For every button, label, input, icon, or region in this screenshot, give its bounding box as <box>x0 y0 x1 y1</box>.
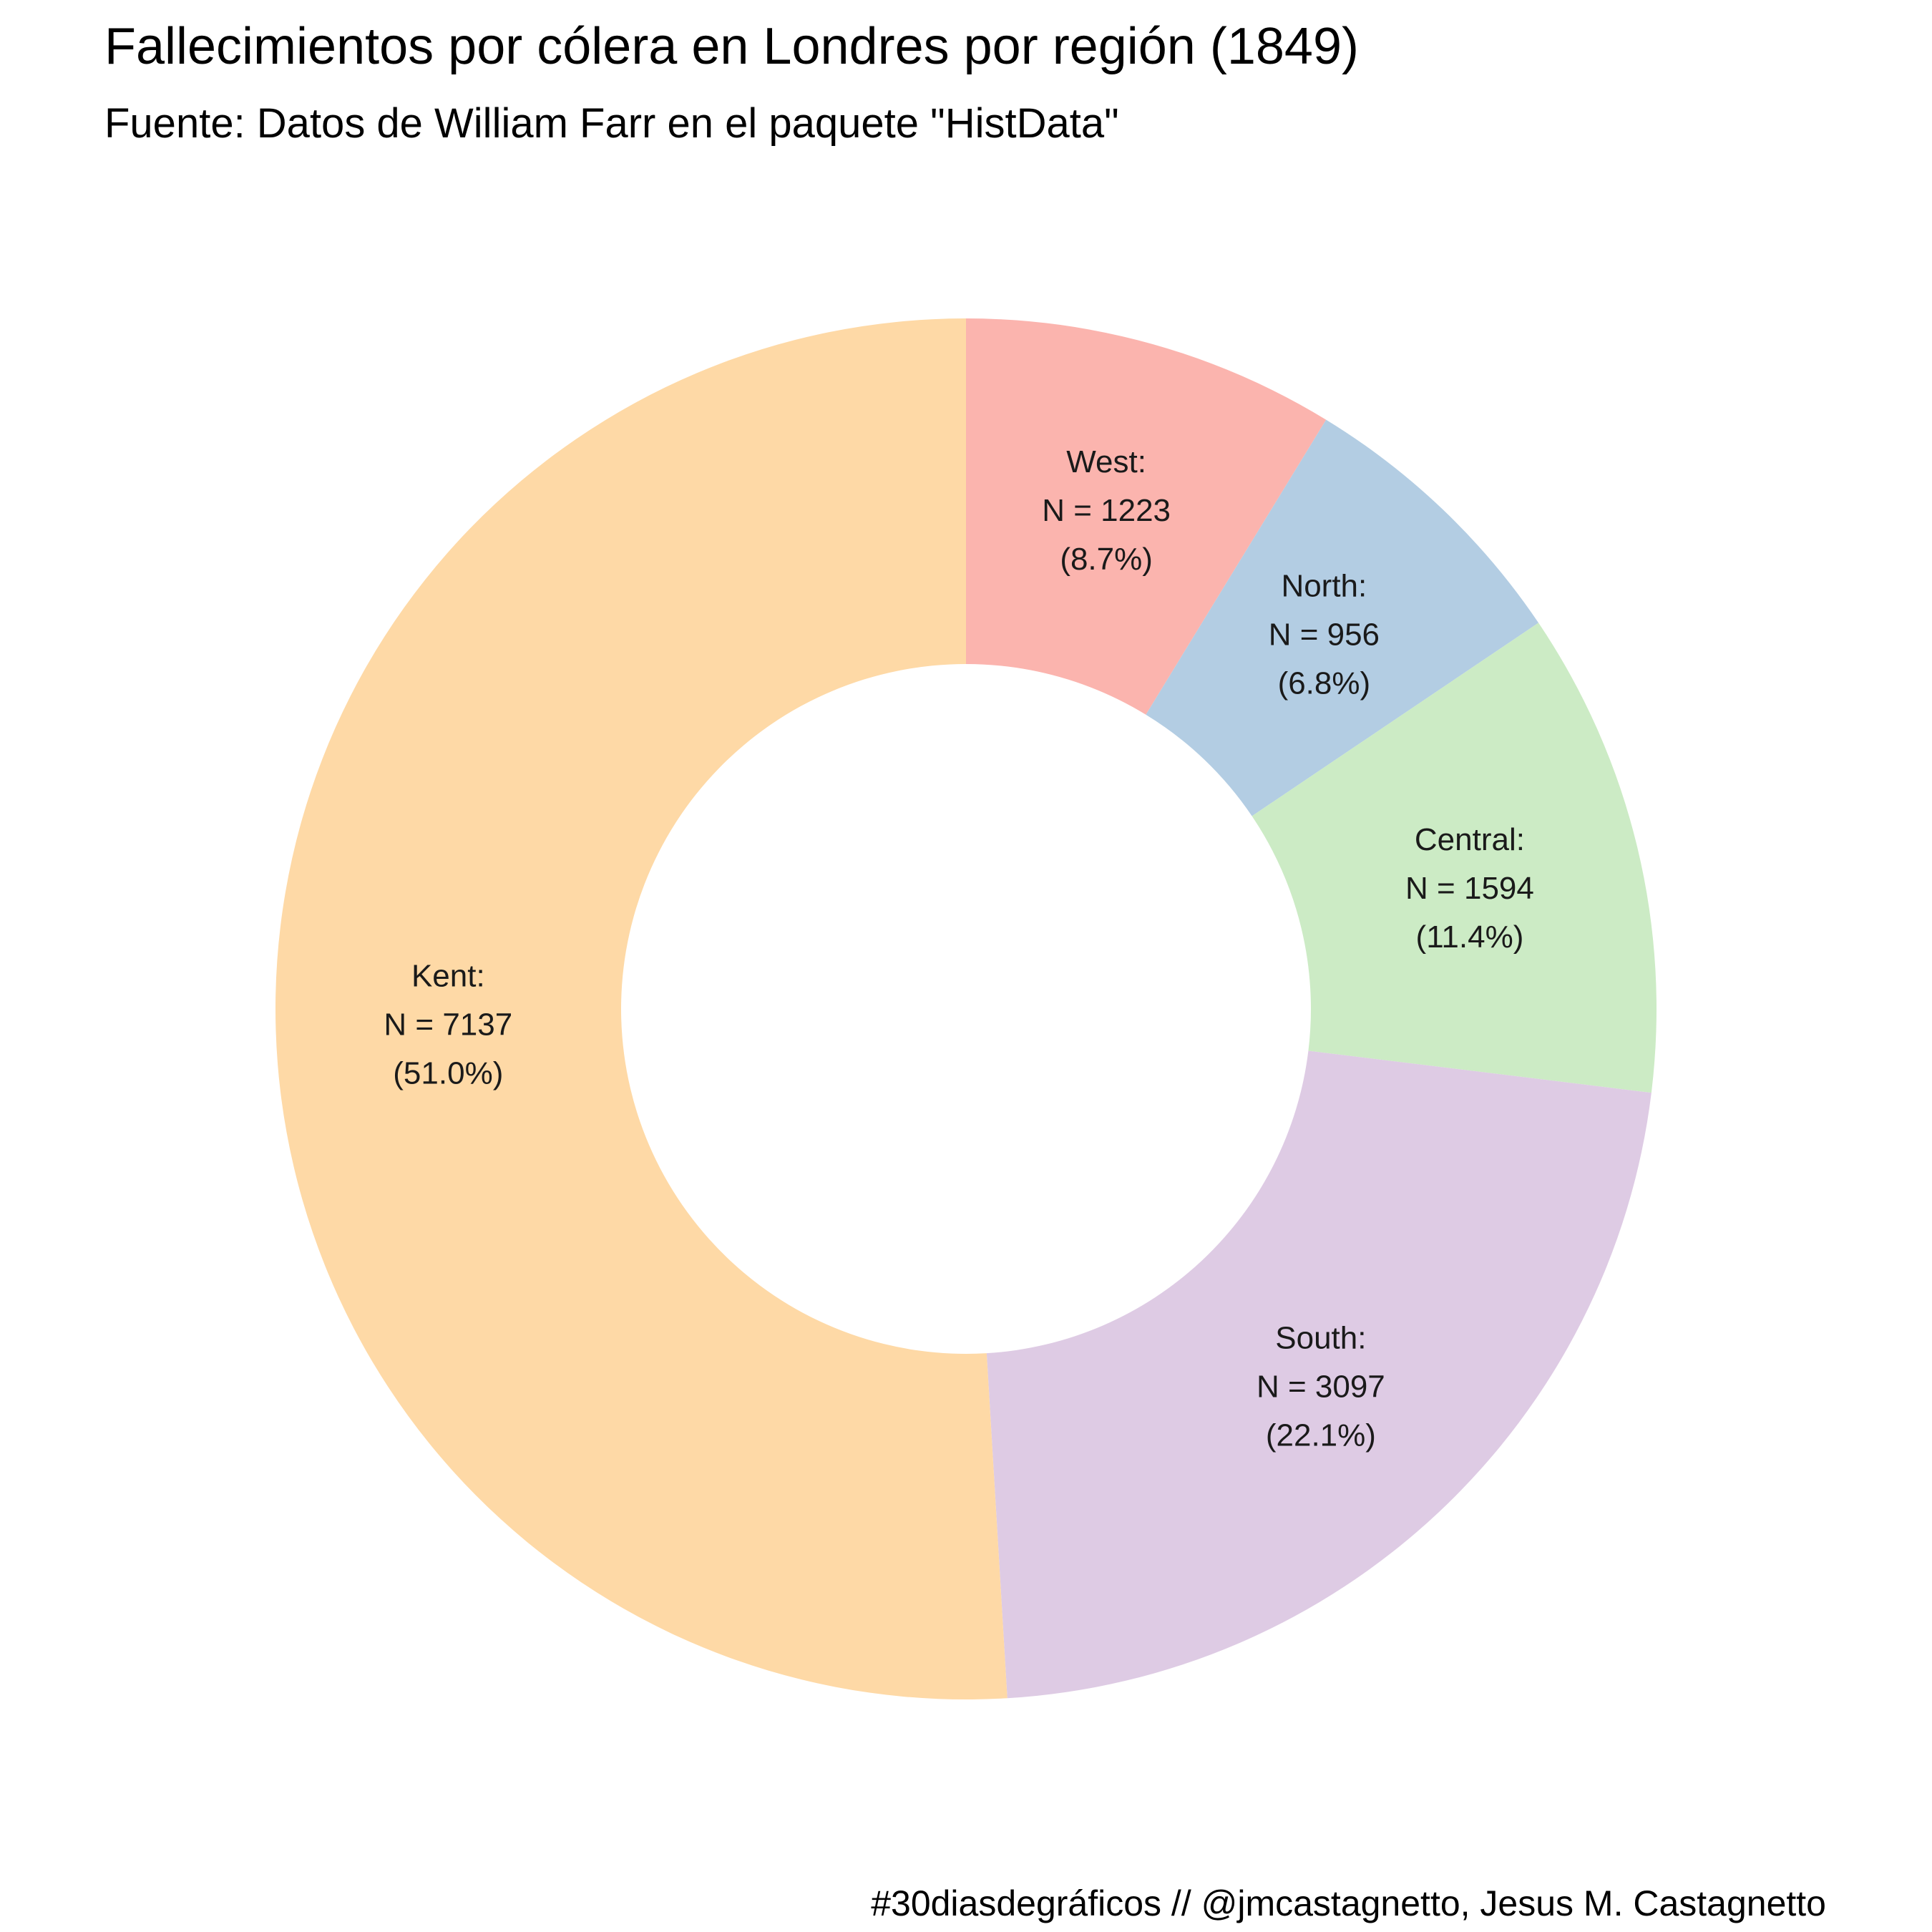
slice-label-line: Central: <box>1415 822 1525 857</box>
slice-north <box>1146 419 1539 816</box>
slice-label-line: North: <box>1281 569 1367 604</box>
chart-caption: #30diasdegráficos // @jmcastagnetto, Jes… <box>871 1883 1826 1923</box>
slice-label-line: West: <box>1066 444 1146 479</box>
slice-label-south: South: N = 3097 (22.1%) <box>1257 1321 1385 1453</box>
slice-label-north: North: N = 956 (6.8%) <box>1269 569 1380 701</box>
slice-label-line: N = 1223 <box>1042 493 1171 528</box>
slice-label-kent: Kent: N = 7137 (51.0%) <box>384 959 512 1091</box>
slice-south <box>986 1050 1652 1699</box>
slice-label-line: Kent: <box>411 959 485 994</box>
slice-central <box>1252 623 1657 1093</box>
chart-subtitle: Fuente: Datos de William Farr en el paqu… <box>104 100 1119 147</box>
slice-kent <box>275 318 1008 1699</box>
chart-title: Fallecimientos por cólera en Londres por… <box>104 18 1359 75</box>
slice-label-line: (51.0%) <box>393 1056 503 1091</box>
slice-label-line: (8.7%) <box>1060 542 1153 577</box>
slice-label-line: N = 3097 <box>1257 1370 1385 1405</box>
slice-label-central: Central: N = 1594 (11.4%) <box>1405 822 1534 955</box>
slice-label-line: (22.1%) <box>1266 1418 1376 1453</box>
slice-label-line: N = 1594 <box>1405 871 1534 906</box>
slice-label-line: N = 956 <box>1269 618 1380 653</box>
slice-west <box>966 318 1327 715</box>
slices-group <box>275 318 1657 1699</box>
slice-label-line: N = 7137 <box>384 1008 512 1043</box>
slice-label-line: (6.8%) <box>1278 666 1371 701</box>
slice-label-west: West: N = 1223 (8.7%) <box>1042 444 1171 577</box>
slice-label-line: South: <box>1275 1321 1366 1356</box>
labels-group: West: N = 1223 (8.7%) North: N = 956 (6.8%) Ce… <box>384 444 1533 1453</box>
slice-label-line: (11.4%) <box>1416 919 1524 955</box>
